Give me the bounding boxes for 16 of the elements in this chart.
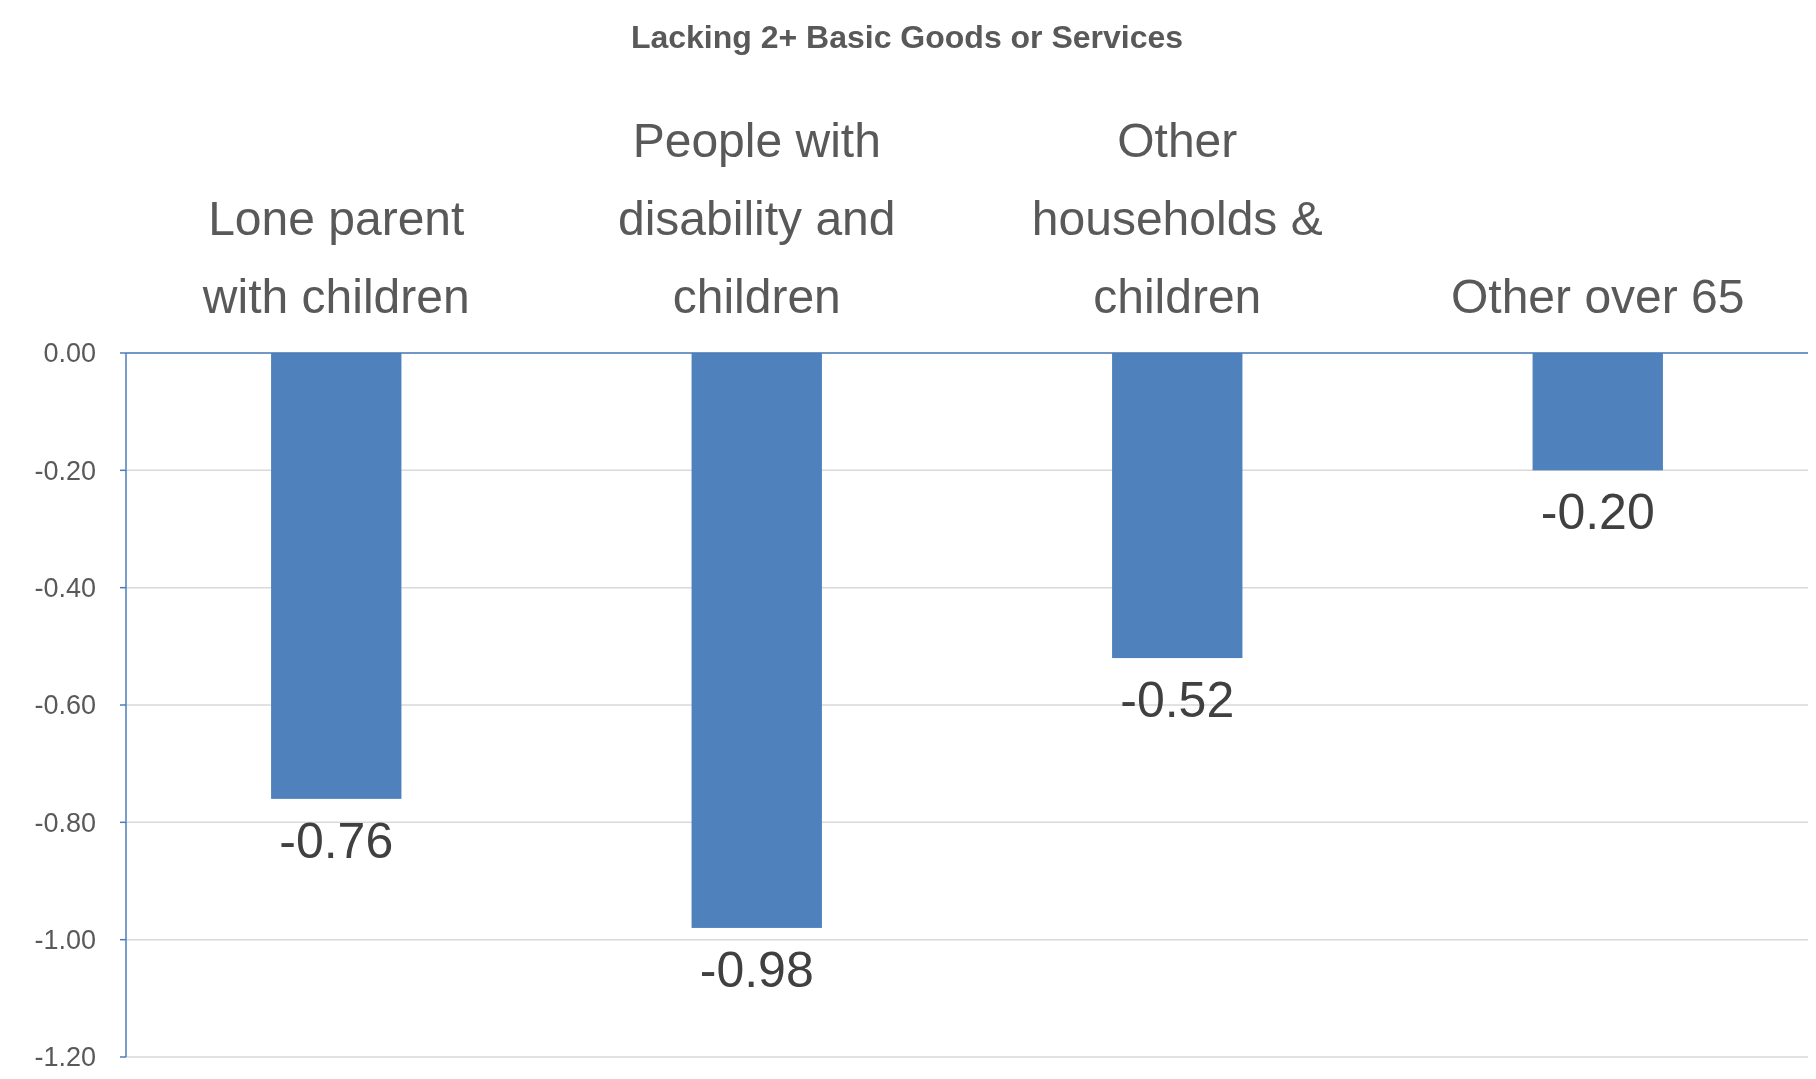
- x-tick-label: Lone parent with children: [201, 192, 470, 323]
- y-tick-label: -1.20: [34, 1042, 96, 1073]
- y-tick-label: -1.00: [34, 925, 96, 956]
- data-label: -0.98: [699, 941, 814, 998]
- chart-title: Lacking 2+ Basic Goods or Services: [630, 19, 1184, 55]
- y-tick-label: -0.80: [34, 807, 96, 838]
- x-tick-label: People with disability and children: [618, 114, 896, 323]
- y-tick-label: -0.20: [34, 455, 96, 486]
- data-label: -0.76: [279, 812, 394, 869]
- x-tick-label: Other over 65: [1451, 270, 1745, 323]
- y-tick-label: 0.00: [43, 338, 96, 369]
- y-tick-label: -0.40: [34, 573, 96, 604]
- data-label: -0.52: [1120, 672, 1235, 729]
- x-tick-label: Other households & children: [1031, 114, 1323, 323]
- y-tick-label: -0.60: [34, 690, 96, 721]
- data-label: -0.20: [1540, 484, 1655, 541]
